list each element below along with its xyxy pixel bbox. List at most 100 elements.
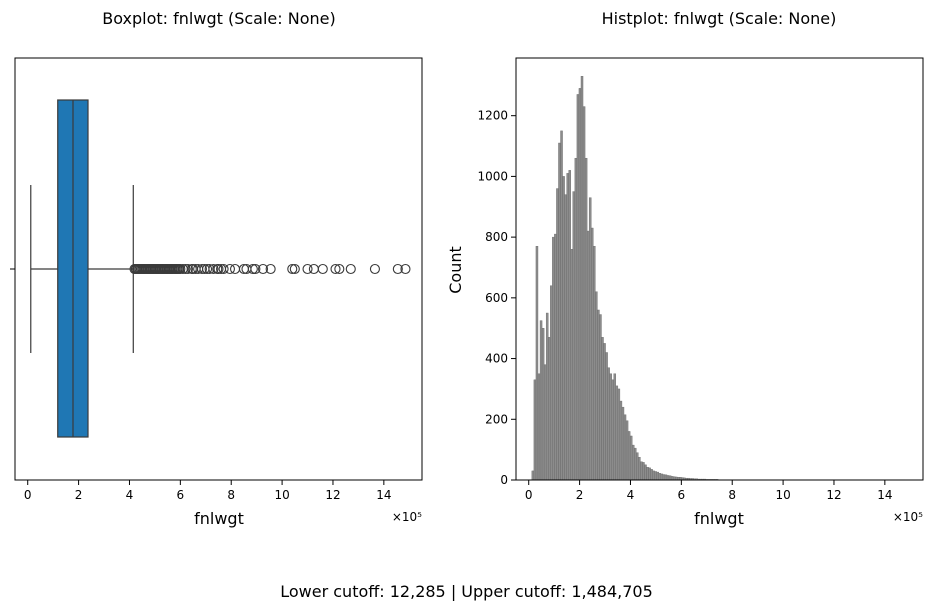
histogram-bar (662, 474, 666, 481)
cutoff-caption: Lower cutoff: 12,285 | Upper cutoff: 1,4… (280, 582, 653, 601)
histogram-bar (609, 373, 612, 481)
histogram-bar (564, 194, 567, 481)
outlier-point (392, 263, 403, 275)
histogram-bar (607, 367, 610, 481)
histogram-bar (539, 320, 543, 481)
histogram-bar (650, 469, 653, 481)
x-tick-label: 8 (728, 488, 736, 502)
x-tick-label: 10 (274, 488, 289, 502)
histogram-bar (572, 191, 576, 481)
histogram-bar (570, 249, 573, 481)
x-tick-label: 14 (376, 488, 391, 502)
outlier-point (330, 263, 341, 275)
outlier-point (208, 263, 219, 275)
histogram-bars (531, 76, 905, 481)
y-tick-label: 200 (485, 412, 508, 426)
outlier-point (175, 263, 186, 275)
histogram-bar (558, 142, 561, 481)
histogram-bar (629, 435, 633, 481)
x-tick-label: 10 (775, 488, 790, 502)
histogram-bar (666, 475, 670, 481)
outlier-point (345, 263, 356, 275)
histogram-bar (588, 197, 592, 481)
outlier-point (302, 263, 313, 275)
histogram-bar (591, 227, 594, 481)
histogram-bar (658, 473, 662, 481)
histogram-bar (593, 246, 596, 481)
outlier-point (229, 263, 241, 275)
histogram-bar (562, 176, 565, 481)
x-tick-label: 12 (826, 488, 841, 502)
outlier-point (289, 263, 300, 275)
histogram-bar (619, 400, 623, 481)
histogram-x-label: fnlwgt (694, 509, 744, 528)
histogram-bar (668, 475, 672, 481)
histogram-bar (554, 233, 557, 481)
outlier-point (308, 263, 319, 275)
outlier-point (257, 263, 269, 275)
histogram-bar (552, 236, 555, 481)
histogram-bar (615, 385, 619, 481)
histogram-bar (654, 471, 657, 481)
histogram-bar (537, 373, 541, 481)
y-tick-label: 600 (485, 291, 508, 305)
histogram-bar (578, 88, 582, 481)
outlier-point (317, 263, 328, 275)
histogram-bar (560, 130, 563, 481)
histogram-bar (672, 476, 676, 481)
y-tick-label: 1000 (477, 169, 508, 183)
histogram-bar (545, 312, 549, 481)
y-tick-label: 400 (485, 352, 508, 366)
outlier-point (202, 263, 213, 275)
histogram-bar (605, 352, 608, 481)
histogram-bar (644, 464, 647, 481)
histogram-bar (541, 328, 545, 481)
histogram-bar (613, 373, 616, 481)
histogram-bar (580, 76, 584, 481)
x-tick-label: 2 (75, 488, 83, 502)
histogram-bar (623, 414, 627, 481)
histogram-bar (652, 470, 655, 481)
histogram-bar (531, 470, 535, 481)
x-tick-label: 4 (126, 488, 134, 502)
histogram-bar (625, 420, 629, 481)
x-tick-label: 6 (177, 488, 185, 502)
histogram-bar (660, 473, 664, 481)
x-tick-label: 4 (627, 488, 635, 502)
x-tick-label: 14 (877, 488, 892, 502)
histogram-bar (595, 291, 598, 481)
boxplot-area (30, 99, 411, 438)
outlier-point (180, 263, 191, 275)
histogram-bar (631, 444, 635, 481)
histogram-bar (584, 157, 588, 481)
histogram-x-scale-note: ×10⁵ (893, 510, 923, 524)
histogram-bar (582, 106, 586, 481)
histogram-bar (566, 173, 569, 481)
histogram-bar (543, 364, 547, 481)
histogram-bar (576, 94, 580, 481)
histogram-bar (664, 474, 668, 481)
histogram-bar (533, 379, 537, 481)
histogram-bar (548, 337, 551, 481)
histogram-bar (638, 457, 641, 481)
boxplot-title: Boxplot: fnlwgt (Scale: None) (102, 9, 335, 28)
y-tick-label: 800 (485, 230, 508, 244)
x-tick-label: 6 (678, 488, 686, 502)
outlier-point (182, 263, 194, 275)
outlier-point (250, 263, 261, 275)
histogram-bar (574, 157, 578, 481)
histogram-bar (611, 379, 614, 481)
histogram-bar (648, 467, 651, 481)
histogram-bar (636, 452, 639, 481)
histogram-title: Histplot: fnlwgt (Scale: None) (602, 9, 837, 28)
x-tick-label: 0 (24, 488, 32, 502)
histogram-bar (601, 337, 604, 481)
histogram-y-label: Count (446, 246, 465, 294)
histogram-bar (634, 447, 637, 481)
outlier-point (247, 263, 258, 275)
outlier-point (334, 263, 345, 275)
x-tick-label: 0 (525, 488, 533, 502)
boxplot-panel: Boxplot: fnlwgt (Scale: None) 0 2 4 6 8 10 12 1… (10, 9, 423, 528)
outlier-point (400, 263, 411, 275)
